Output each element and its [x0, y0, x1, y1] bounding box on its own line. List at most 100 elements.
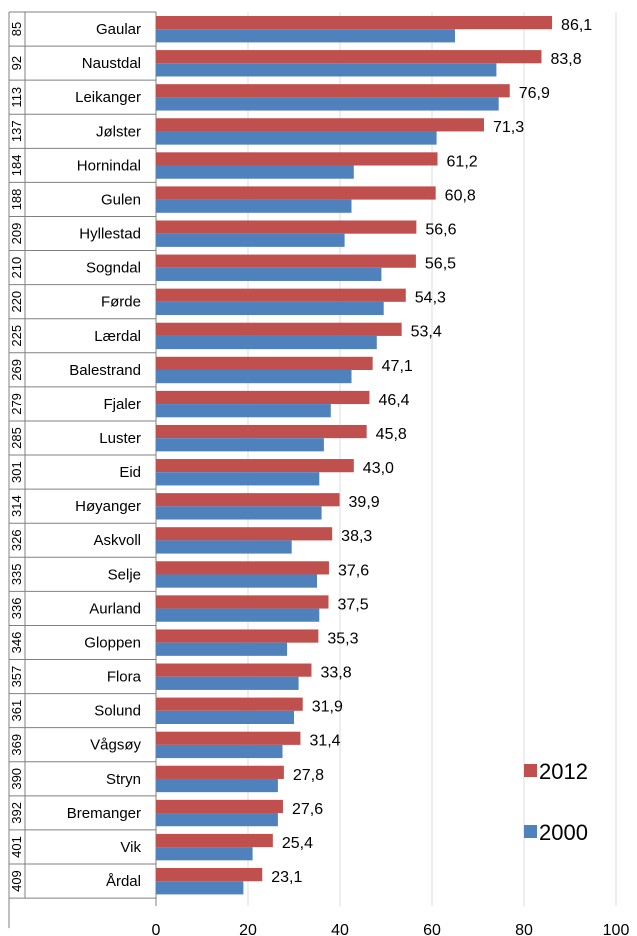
- rank-label: 279: [9, 393, 24, 415]
- legend-label: 2012: [539, 759, 588, 784]
- bar-2012: [156, 493, 340, 507]
- bar-2000: [156, 131, 437, 145]
- bar-2000: [156, 813, 278, 827]
- bar-2000: [156, 642, 288, 656]
- data-label: 37,5: [338, 596, 369, 613]
- data-label: 43,0: [363, 460, 394, 477]
- category-label: Gaular: [96, 21, 141, 38]
- bar-2012: [156, 322, 402, 336]
- rank-label: 137: [9, 120, 24, 142]
- bar-2000: [156, 335, 377, 350]
- bar-2012: [156, 527, 333, 541]
- bar-2000: [156, 199, 352, 213]
- bar-2000: [156, 472, 320, 486]
- bar-2012: [156, 731, 301, 745]
- data-label: 31,4: [309, 733, 340, 750]
- bar-2000: [156, 574, 317, 588]
- category-label: Gulen: [101, 191, 141, 208]
- x-tick-label: 20: [239, 922, 257, 936]
- data-label: 45,8: [376, 426, 407, 443]
- bars: [156, 16, 553, 895]
- bar-2000: [156, 540, 292, 554]
- bar-2000: [156, 97, 499, 111]
- category-label: Hyllestad: [79, 226, 141, 243]
- data-label: 56,6: [425, 221, 456, 238]
- data-label: 61,2: [447, 153, 478, 170]
- data-label: 25,4: [282, 835, 313, 852]
- bar-2000: [156, 506, 322, 520]
- bar-2012: [156, 254, 416, 268]
- bar-2012: [156, 118, 484, 132]
- category-label: Luster: [99, 430, 141, 447]
- bar-2000: [156, 778, 278, 793]
- x-tick-label: 40: [331, 922, 349, 936]
- bar-2000: [156, 438, 324, 452]
- bar-2012: [156, 561, 329, 575]
- data-label: 83,8: [550, 51, 581, 68]
- bar-2012: [156, 459, 354, 473]
- x-tick-label: 60: [423, 922, 441, 936]
- bar-2000: [156, 608, 320, 622]
- rank-label: 113: [9, 87, 24, 108]
- category-label: Bremanger: [67, 805, 141, 822]
- x-tick-label: 100: [603, 922, 630, 936]
- rank-label: 184: [9, 155, 24, 177]
- category-label: Førde: [101, 294, 141, 311]
- data-label: 38,3: [341, 528, 372, 545]
- bar-2000: [156, 63, 497, 77]
- category-label: Naustdal: [82, 55, 141, 72]
- rank-label: 269: [9, 359, 24, 381]
- bar-2012: [156, 186, 436, 200]
- rank-label: 326: [9, 529, 24, 551]
- rank-label: 225: [9, 325, 24, 347]
- category-label: Flora: [107, 669, 142, 686]
- bar-2000: [156, 233, 345, 247]
- rank-label: 188: [9, 189, 24, 211]
- data-label: 47,1: [382, 358, 413, 375]
- category-label: Høyanger: [75, 498, 141, 515]
- category-label: Leikanger: [75, 89, 141, 106]
- bar-2012: [156, 16, 553, 30]
- data-label: 56,5: [425, 256, 456, 273]
- rank-label: 92: [9, 56, 24, 70]
- bar-2000: [156, 165, 354, 179]
- x-axis: 0 20 40 60 80 100: [152, 922, 630, 936]
- bar-2000: [156, 29, 455, 43]
- bar-2012: [156, 50, 542, 64]
- bar-2000: [156, 744, 283, 759]
- data-labels: 86,1 83,876,9 71,3 61,2 60,8 56,6 56,5 54,3 53,4…: [271, 17, 592, 886]
- bar-2012: [156, 765, 284, 779]
- data-label: 33,8: [320, 665, 351, 682]
- data-label: 27,6: [292, 801, 323, 818]
- bar-2012: [156, 697, 303, 711]
- rank-label: 209: [9, 223, 24, 245]
- rank-label: 336: [9, 598, 24, 620]
- rank-label: 409: [9, 870, 24, 892]
- data-label: 54,3: [415, 290, 446, 307]
- bar-2012: [156, 663, 312, 677]
- bar-2012: [156, 356, 373, 370]
- data-label: 39,9: [349, 494, 380, 511]
- category-labels: Gaular 85 Naustdal 92 Leikanger 113 Jølster 137…: [8, 11, 157, 929]
- bar-2000: [156, 710, 294, 724]
- data-label: 71,3: [493, 119, 524, 136]
- rank-label: 335: [9, 563, 24, 585]
- bar-2012: [156, 833, 273, 848]
- category-label: Aurland: [89, 600, 141, 617]
- rank-label: 401: [9, 836, 24, 858]
- bar-2012: [156, 390, 370, 405]
- category-label: Stryn: [106, 771, 141, 788]
- bar-2012: [156, 424, 367, 439]
- bar-2012: [156, 799, 283, 814]
- category-label: Selje: [108, 566, 141, 583]
- data-label: 86,1: [561, 17, 592, 34]
- category-label: Gloppen: [84, 634, 141, 651]
- category-label: Vågsøy: [90, 737, 141, 754]
- data-label: 76,9: [519, 85, 550, 102]
- x-tick-label: 0: [152, 922, 161, 936]
- rank-label: 357: [9, 666, 24, 688]
- category-label: Sogndal: [86, 260, 141, 277]
- rank-label: 392: [9, 802, 24, 824]
- data-label: 31,9: [312, 699, 343, 716]
